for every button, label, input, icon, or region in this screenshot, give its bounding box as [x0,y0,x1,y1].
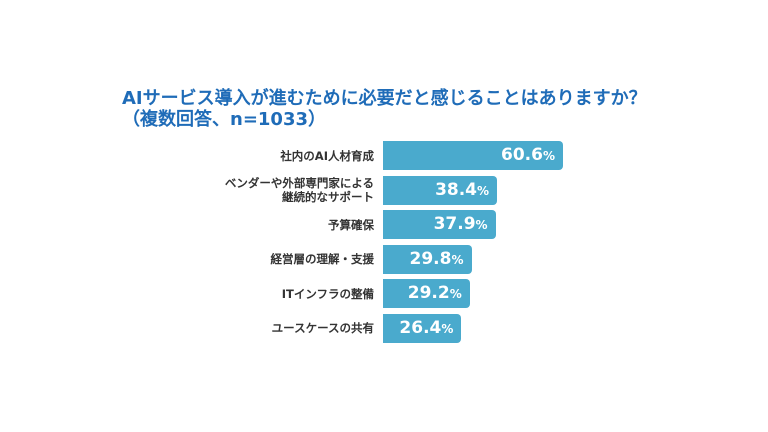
data-label: 29.8% [409,248,464,269]
subtitle-line: （複数回答、n=1033） [122,109,326,130]
category-label: 社内のAI人材育成 [280,148,374,163]
category-label: 経営層の理解・支援 [270,252,375,266]
bar: 29.2% [383,279,470,308]
bar: 29.8% [383,244,472,274]
data-label: 26.4% [399,317,454,338]
category-label: ITインフラの整備 [281,286,374,301]
bar: 38.4% [383,175,498,205]
category-label: 予算確保 [328,217,374,232]
title-line: AIサービス導入が進むために必要だと感じることはありますか？ [122,88,647,109]
bar: 26.4% [383,313,462,343]
bar: 37.9% [383,210,496,239]
data-label: 60.6% [500,145,555,165]
chart-title: AIサービス導入が進むために必要だと感じることはありますか？ （複数回答、n=1… [122,88,647,130]
category-label: ユースケースの共有 [271,321,374,335]
bar: 60.6% [383,141,563,170]
category-label: ベンダーや外部専門家による 継続的なサポート [224,176,374,204]
data-label: 38.4% [435,179,490,200]
data-label: 37.9% [433,214,488,234]
data-label: 29.2% [407,283,462,303]
